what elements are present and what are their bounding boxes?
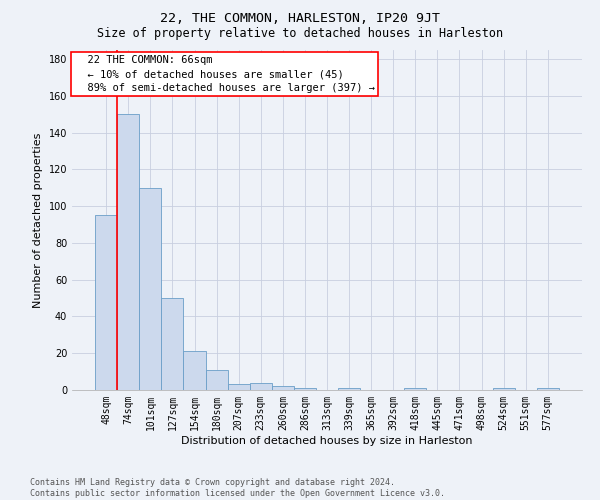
X-axis label: Distribution of detached houses by size in Harleston: Distribution of detached houses by size …: [181, 436, 473, 446]
Bar: [537, 388, 559, 390]
Bar: [493, 388, 515, 390]
Text: Contains HM Land Registry data © Crown copyright and database right 2024.
Contai: Contains HM Land Registry data © Crown c…: [30, 478, 445, 498]
Bar: [294, 388, 316, 390]
Bar: [95, 216, 117, 390]
Bar: [338, 388, 360, 390]
Bar: [184, 352, 206, 390]
Bar: [227, 384, 250, 390]
Bar: [117, 114, 139, 390]
Bar: [250, 382, 272, 390]
Bar: [206, 370, 227, 390]
Bar: [161, 298, 184, 390]
Text: 22 THE COMMON: 66sqm
  ← 10% of detached houses are smaller (45)
  89% of semi-d: 22 THE COMMON: 66sqm ← 10% of detached h…: [74, 55, 374, 93]
Text: 22, THE COMMON, HARLESTON, IP20 9JT: 22, THE COMMON, HARLESTON, IP20 9JT: [160, 12, 440, 26]
Text: Size of property relative to detached houses in Harleston: Size of property relative to detached ho…: [97, 28, 503, 40]
Bar: [404, 388, 427, 390]
Bar: [272, 386, 294, 390]
Y-axis label: Number of detached properties: Number of detached properties: [33, 132, 43, 308]
Bar: [139, 188, 161, 390]
